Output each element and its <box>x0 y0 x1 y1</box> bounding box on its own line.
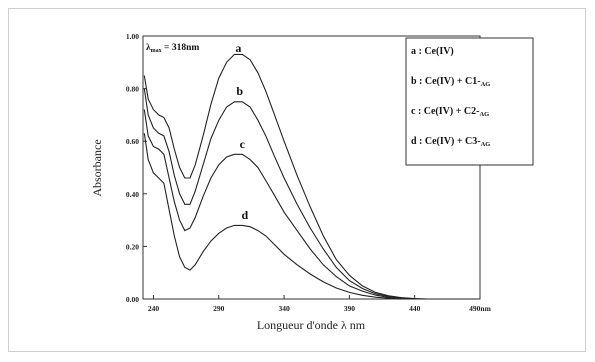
series-line-c <box>143 109 480 300</box>
legend-entry-c-subscript: AG <box>479 111 489 118</box>
y-tick-label-5: 1.00 <box>126 32 139 41</box>
y-tick-label-0: 0.00 <box>126 295 139 304</box>
series-line-a <box>143 53 480 300</box>
y-tick-label-1: 0.20 <box>126 242 139 251</box>
lambda-symbol: λ <box>146 43 151 53</box>
curve-label-b: b <box>236 84 243 98</box>
y-tick-label-3: 0.60 <box>126 137 139 146</box>
curve-label-d: d <box>242 208 249 222</box>
legend-entry-b-text: b : Ce(IV) + C1- <box>411 76 481 87</box>
y-axis-ticks: 0.00 0.20 0.40 0.60 0.80 1.00 <box>126 32 147 304</box>
legend-box <box>405 37 534 166</box>
legend-entry-b: b : Ce(IV) + C1-AG <box>411 76 490 88</box>
series-line-b <box>143 88 480 300</box>
x-tick-label-2: 340 <box>278 304 290 313</box>
x-tick-label-3: 390 <box>344 304 356 313</box>
x-tick-label-5: 490nm <box>469 304 491 313</box>
y-tick-label-4: 0.80 <box>126 85 139 94</box>
lambda-max-subscript: max <box>151 48 162 54</box>
legend-entry-c-text: c : Ce(IV) + C2- <box>411 106 479 117</box>
lambda-max-annotation: λmax = 318nm <box>146 43 199 54</box>
legend-entry-a-text: a : Ce(IV) <box>411 46 454 57</box>
legend-entry-d-subscript: AG <box>481 141 491 148</box>
x-tick-label-1: 290 <box>213 304 225 313</box>
legend-entry-d-text: d : Ce(IV) + C3- <box>411 136 481 147</box>
curve-labels: a b c d <box>235 41 248 222</box>
legend-entry-a: a : Ce(IV) <box>411 46 454 57</box>
y-axis-label: Absorbance <box>90 139 104 196</box>
x-tick-label-0: 240 <box>148 304 160 313</box>
series-line-d <box>143 133 480 300</box>
x-tick-label-4: 440 <box>409 304 421 313</box>
plot-area <box>142 35 481 300</box>
x-axis-ticks: 240 290 340 390 440 490nm <box>148 295 492 313</box>
y-tick-label-2: 0.40 <box>126 190 139 199</box>
legend-entry-d: d : Ce(IV) + C3-AG <box>411 136 490 148</box>
curve-label-a: a <box>235 41 241 55</box>
legend: a : Ce(IV) b : Ce(IV) + C1-AG c : Ce(IV)… <box>405 37 534 166</box>
lambda-max-value: = 318nm <box>162 43 200 53</box>
curve-label-c: c <box>240 137 246 151</box>
figure-frame <box>8 8 586 352</box>
series-group <box>143 53 480 300</box>
legend-entry-b-subscript: AG <box>481 81 491 88</box>
legend-entry-c: c : Ce(IV) + C2-AG <box>411 106 489 118</box>
x-axis-label: Longueur d'onde λ nm <box>257 318 366 332</box>
